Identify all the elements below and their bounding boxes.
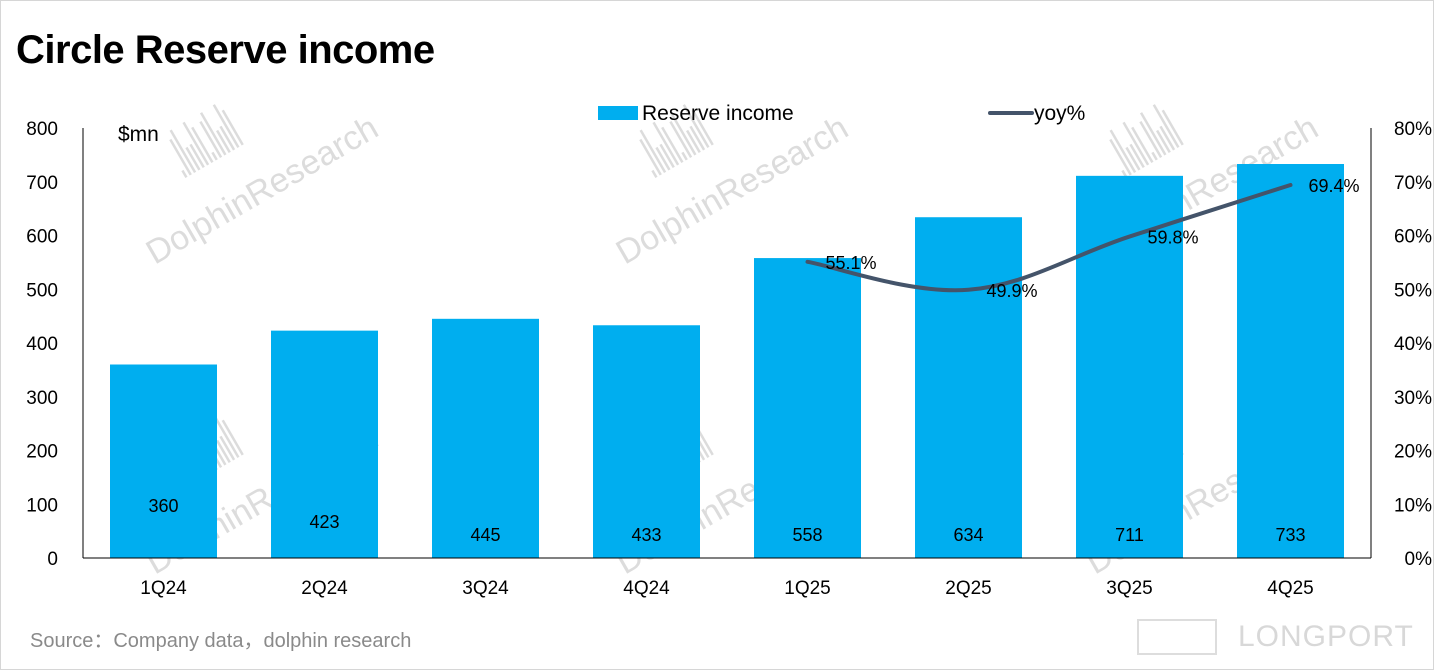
x-tick-label: 1Q25 [784,578,830,599]
x-tick-label: 4Q24 [623,578,670,599]
y-axis-title: $mn [118,123,159,146]
bar-data-label: 711 [1115,525,1144,545]
bar [432,318,539,558]
bar [593,325,700,558]
bar-data-label: 445 [470,525,500,545]
x-axis: 1Q24 2Q24 3Q24 4Q24 1Q25 2Q25 3Q25 4Q25 [83,557,1371,599]
bar-data-label: 558 [792,525,822,545]
y-tick-label: 700 [26,173,58,194]
y2-tick-label: 0% [1405,549,1433,570]
bar [915,217,1022,558]
line-series [805,182,1293,293]
bar-data-label: 423 [309,512,339,532]
y2-tick-label: 30% [1394,388,1432,409]
bar [110,364,217,558]
y-tick-label: 0 [47,549,58,570]
bar [754,258,861,558]
y-tick-label: 200 [26,442,58,463]
y2-tick-label: 40% [1394,334,1432,355]
footer-watermark-logo [1137,619,1217,655]
bar-data-label: 634 [953,525,983,545]
watermark-mark: DolphinResearch [140,104,385,272]
bar-data-label: 360 [148,496,178,516]
yoy-line [805,182,1293,293]
watermark-text: DolphinResearch [610,109,855,272]
y-tick-label: 500 [26,280,58,301]
x-tick-label: 1Q24 [140,578,187,599]
y2-tick-label: 60% [1394,227,1432,248]
x-tick-label: 3Q25 [1106,578,1152,599]
yoy-data-label: 69.4% [1309,176,1360,196]
y2-tick-label: 20% [1394,442,1432,463]
y-axis-right: 0% 10% 20% 30% 40% 50% 60% 70% 80% [1370,119,1433,570]
legend-label-bar: Reserve income [642,102,794,125]
bar [1076,175,1183,558]
yoy-data-label: 49.9% [987,281,1038,301]
y-tick-label: 400 [26,334,58,355]
y-tick-label: 100 [26,495,58,516]
yoy-data-label: 55.1% [826,253,877,273]
source-note: Source：Company data，dolphin research [30,630,412,652]
page-title: Circle Reserve income [16,28,435,72]
y-tick-label: 800 [26,119,58,140]
watermark-text: DolphinResearch [140,109,385,272]
y2-tick-label: 10% [1394,495,1432,516]
line-data-labels: 55.1% 49.9% 59.8% 69.4% [826,176,1360,301]
y-axis-left: 0 100 200 300 400 500 600 700 800 $mn [26,119,159,570]
y2-tick-label: 80% [1394,119,1432,140]
legend-swatch-bar [598,106,638,120]
bar-data-label: 433 [631,525,661,545]
y2-tick-label: 70% [1394,173,1432,194]
y-tick-label: 600 [26,227,58,248]
y2-tick-label: 50% [1394,280,1432,301]
bar-series [110,164,1344,558]
legend-label-line: yoy% [1034,102,1085,125]
watermark-mark: DolphinResearch [610,104,855,272]
legend: Reserve income yoy% [598,102,1085,125]
x-tick-label: 2Q25 [945,578,991,599]
y-tick-label: 300 [26,388,58,409]
x-tick-label: 3Q24 [462,578,509,599]
footer-watermark-text: LONGPORT [1238,620,1414,653]
bar-data-label: 733 [1275,525,1305,545]
bar-data-labels: 360 423 445 433 558 634 711 733 [148,496,1305,545]
yoy-data-label: 59.8% [1148,228,1199,248]
bar [271,330,378,558]
bar [1237,164,1344,558]
x-tick-label: 4Q25 [1267,578,1313,599]
x-tick-label: 2Q24 [301,578,348,599]
